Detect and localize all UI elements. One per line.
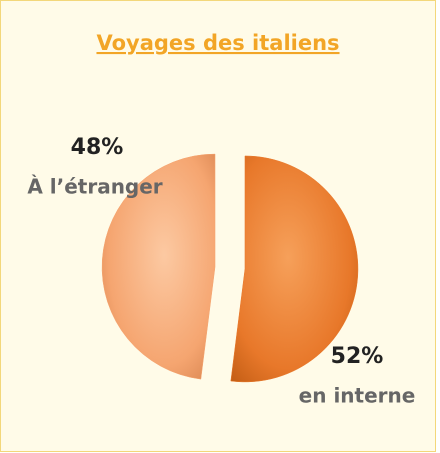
pie-slice xyxy=(101,153,216,380)
data-label: 48% xyxy=(71,135,124,160)
data-label: 52% xyxy=(331,344,384,369)
category-label: en interne xyxy=(299,384,416,408)
category-label: À l’étranger xyxy=(27,175,162,199)
chart-title: Voyages des italiens xyxy=(96,31,339,55)
pie-slice xyxy=(230,155,359,383)
